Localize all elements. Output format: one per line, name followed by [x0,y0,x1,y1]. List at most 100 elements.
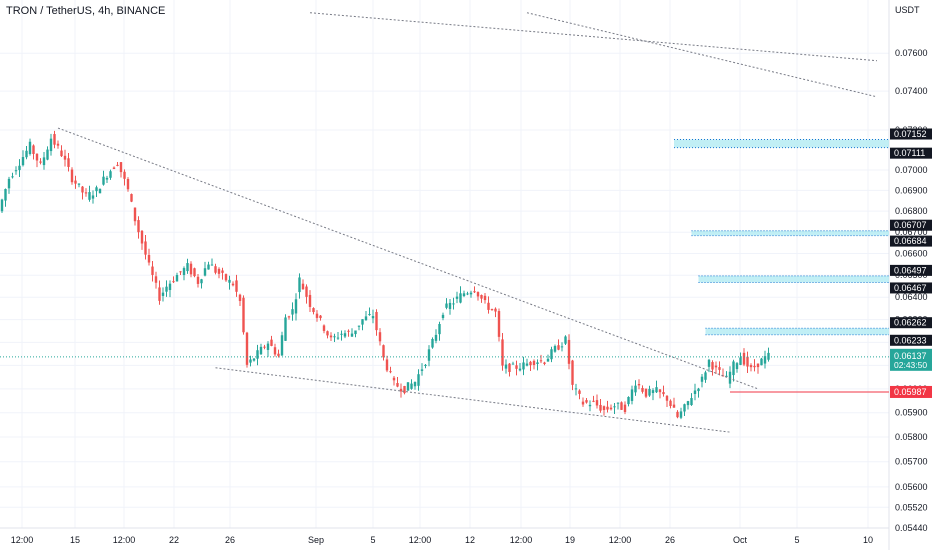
candle [746,351,749,374]
candle [291,302,294,321]
candle [301,279,305,290]
trendline[interactable] [309,12,878,62]
candle [595,394,599,409]
candle [623,401,627,415]
candle [508,362,511,377]
candle [655,380,658,394]
candle [679,407,683,420]
candle [319,314,322,321]
candle [368,307,371,316]
candle [221,267,224,280]
zone-box[interactable] [691,230,890,236]
candle [609,404,613,411]
candle [112,166,116,170]
price-badge-label: 0.07152 [894,129,927,139]
candle [634,380,637,396]
candle [242,295,245,335]
candle [413,381,417,390]
candle [522,356,525,376]
candle [455,291,459,304]
y-tick-label: 0.06800 [895,206,928,216]
candle [476,291,480,301]
price-badge-label: 0.07111 [894,148,925,158]
candle [382,344,385,361]
candle [707,358,711,373]
candle [280,331,284,357]
candle [154,271,158,289]
candle [539,354,543,364]
trendline[interactable] [57,127,759,390]
candle [63,149,67,167]
x-tick-label: 10 [863,535,873,545]
candle [305,284,308,304]
candle [546,354,550,362]
candle [403,385,406,395]
candle [578,389,581,400]
candle [501,332,504,371]
candle [711,360,714,376]
candle [473,286,476,294]
candle [39,158,42,165]
candle [28,138,32,156]
trendline[interactable] [215,367,731,433]
candle [466,291,469,296]
zone-box[interactable] [705,328,890,335]
x-tick-label: 12 [465,535,475,545]
candle [739,352,742,366]
candle [637,379,641,390]
candle [186,258,189,274]
candle [606,400,609,413]
candle [308,290,312,312]
candle [126,177,130,192]
candle [322,324,326,334]
zone-box[interactable] [674,139,889,148]
candle [168,280,172,298]
candle [98,188,102,194]
candle [525,358,529,367]
candle [137,216,140,239]
x-tick-label: 26 [665,535,675,545]
candle [763,350,767,369]
candle [70,167,74,185]
candle [56,140,60,149]
candle [480,294,483,303]
candle [728,366,732,389]
candle [336,332,340,340]
candle [252,358,256,362]
candle [672,397,676,408]
candle [392,376,396,386]
price-badge-label: 0.06707 [894,220,927,230]
candle [420,363,424,376]
candle [329,332,333,342]
candle [550,346,553,363]
candle [74,175,77,189]
candle [119,162,123,178]
candle [515,360,518,376]
candle [287,315,291,320]
candle [630,385,634,405]
candle [95,185,98,198]
candle [294,293,298,321]
candle [347,329,350,337]
candle [284,314,287,341]
candle [81,185,84,200]
candle [487,296,490,314]
y-tick-label: 0.05600 [895,482,928,492]
trendline[interactable] [526,12,878,98]
zone-box[interactable] [698,275,890,283]
candle [389,366,392,374]
price-badge [890,147,932,159]
price-badge-label: 0.06497 [894,265,927,275]
candle [147,248,151,266]
candle [214,263,217,275]
price-badge [890,235,932,247]
candle [14,166,18,175]
candle [182,266,186,281]
candle [490,308,494,311]
candle [130,193,133,203]
candle [196,273,200,288]
candle [378,328,382,346]
candle [529,360,532,372]
candle [224,273,228,282]
